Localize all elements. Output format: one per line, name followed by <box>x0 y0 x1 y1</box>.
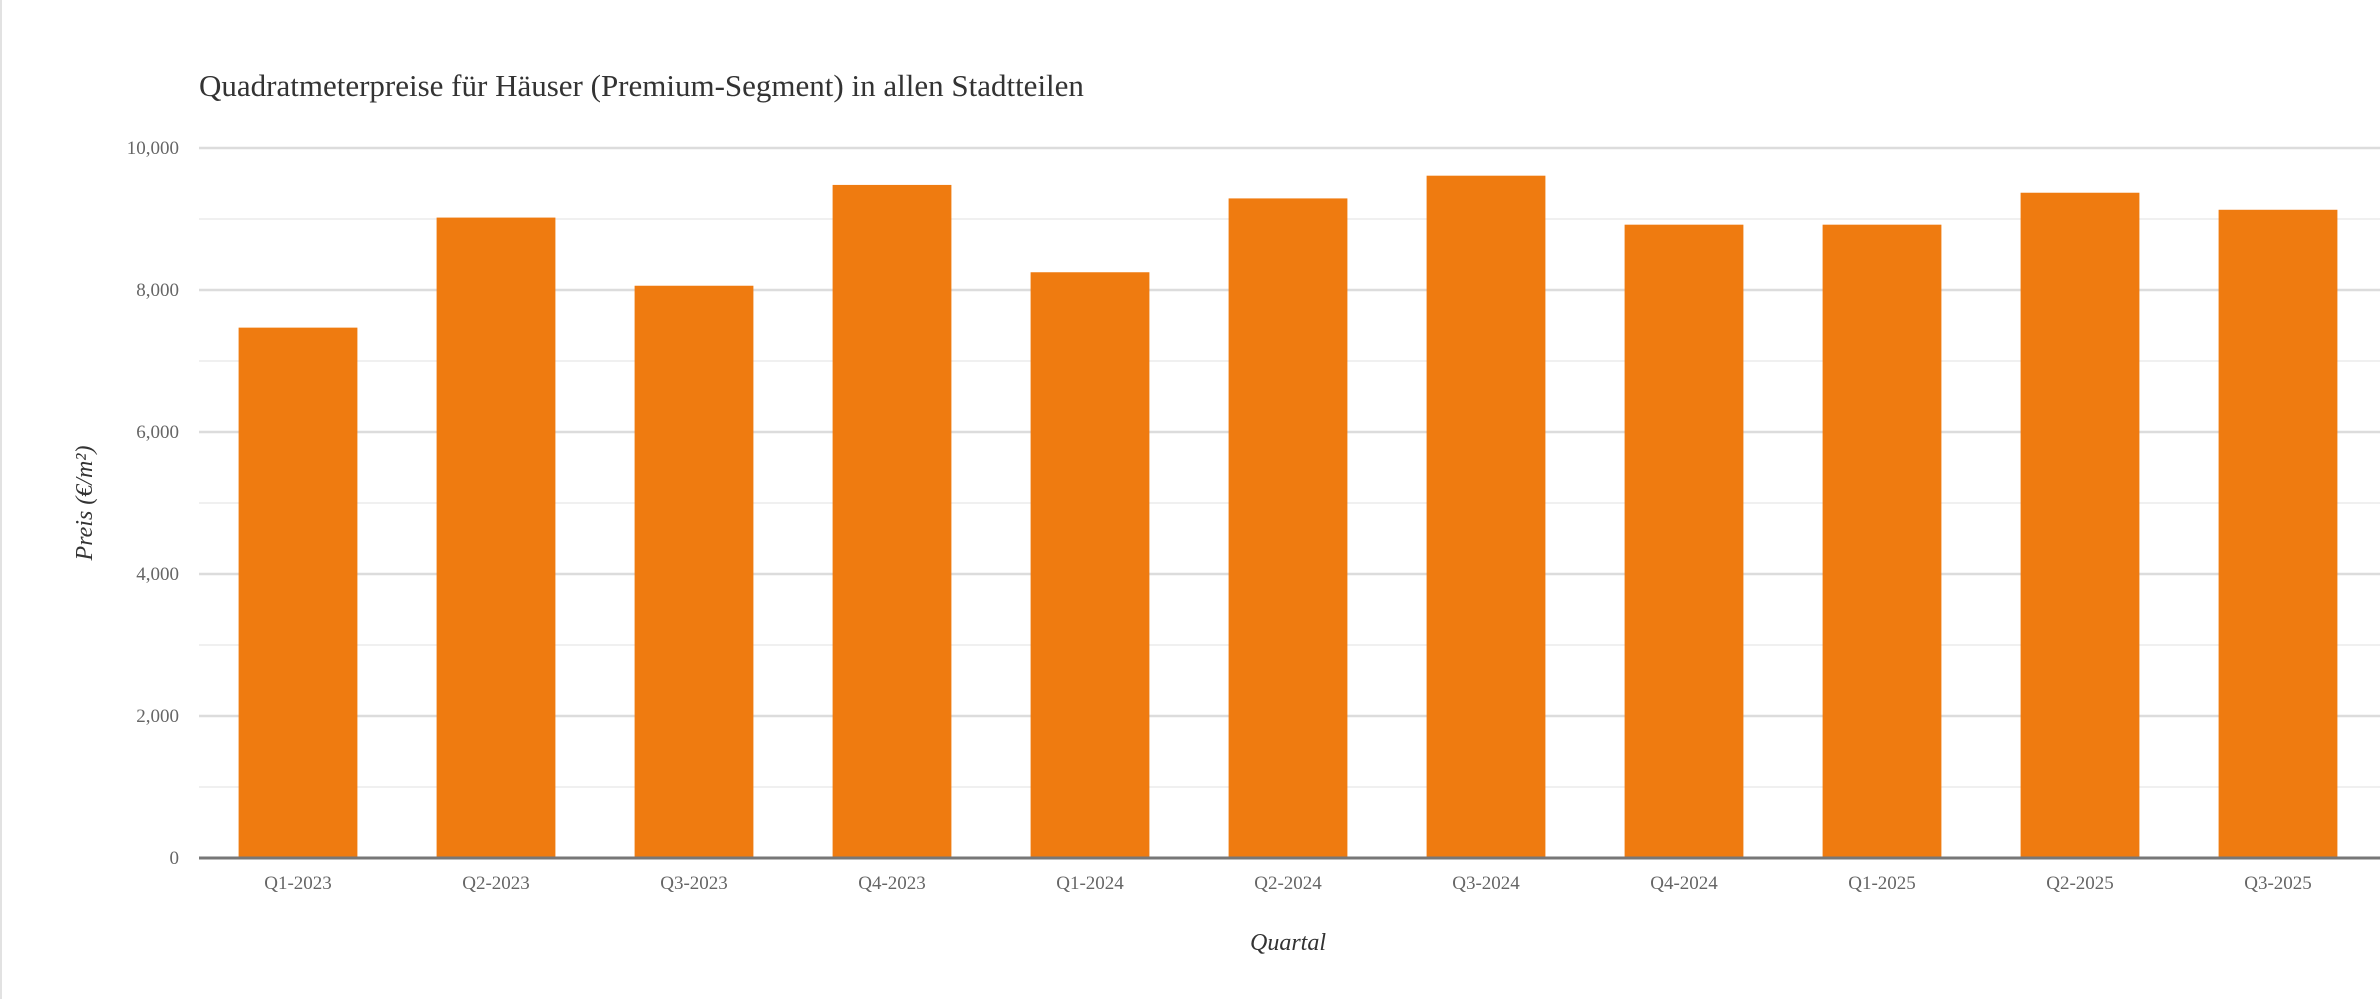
x-axis-ticks: Q1-2023 Q2-2023 Q3-2023 Q4-2023 Q1-2024 Q2-20… <box>264 873 2312 894</box>
bar-q3-2024[interactable] <box>1426 175 1546 858</box>
bar-q3-2023[interactable] <box>634 285 754 858</box>
x-tick-label: Q1-2024 <box>1056 873 1124 894</box>
x-tick-label: Q3-2025 <box>2244 873 2312 894</box>
x-tick-label: Q1-2023 <box>264 873 332 894</box>
bars <box>238 175 2338 859</box>
bar-q3-2025[interactable] <box>2218 209 2338 858</box>
gridlines <box>199 146 2380 788</box>
bar-q2-2024[interactable] <box>1228 198 1348 858</box>
chart-title: Quadratmeterpreise für Häuser (Premium-S… <box>199 68 1084 103</box>
y-tick-label: 2,000 <box>136 706 179 727</box>
bar-q1-2025[interactable] <box>1822 224 1942 858</box>
y-tick-label: 8,000 <box>136 280 179 301</box>
bar-q4-2024[interactable] <box>1624 224 1744 858</box>
x-tick-label: Q2-2024 <box>1254 873 1322 894</box>
x-tick-label: Q2-2023 <box>462 873 530 894</box>
bar-q1-2024[interactable] <box>1030 272 1150 858</box>
x-tick-label: Q3-2024 <box>1452 873 1520 894</box>
x-tick-label: Q4-2024 <box>1650 873 1718 894</box>
x-tick-label: Q3-2023 <box>660 873 728 894</box>
bar-q2-2023[interactable] <box>436 217 556 858</box>
y-axis-label: Preis (€/m²) <box>72 446 98 562</box>
y-tick-label: 10,000 <box>127 138 179 159</box>
y-tick-label: 0 <box>170 848 180 869</box>
y-tick-label: 4,000 <box>136 564 179 585</box>
x-axis-label: Quartal <box>1250 930 1326 956</box>
bar-q2-2025[interactable] <box>2020 192 2140 859</box>
x-tick-label: Q2-2025 <box>2046 873 2114 894</box>
bar-q1-2023[interactable] <box>238 327 358 858</box>
x-tick-label: Q1-2025 <box>1848 873 1916 894</box>
y-tick-label: 6,000 <box>136 422 179 443</box>
y-axis-ticks: 0 2,000 4,000 6,000 8,000 10,000 <box>127 138 179 869</box>
x-tick-label: Q4-2023 <box>858 873 926 894</box>
bar-q4-2023[interactable] <box>832 184 952 859</box>
window-left-border <box>0 0 2 999</box>
